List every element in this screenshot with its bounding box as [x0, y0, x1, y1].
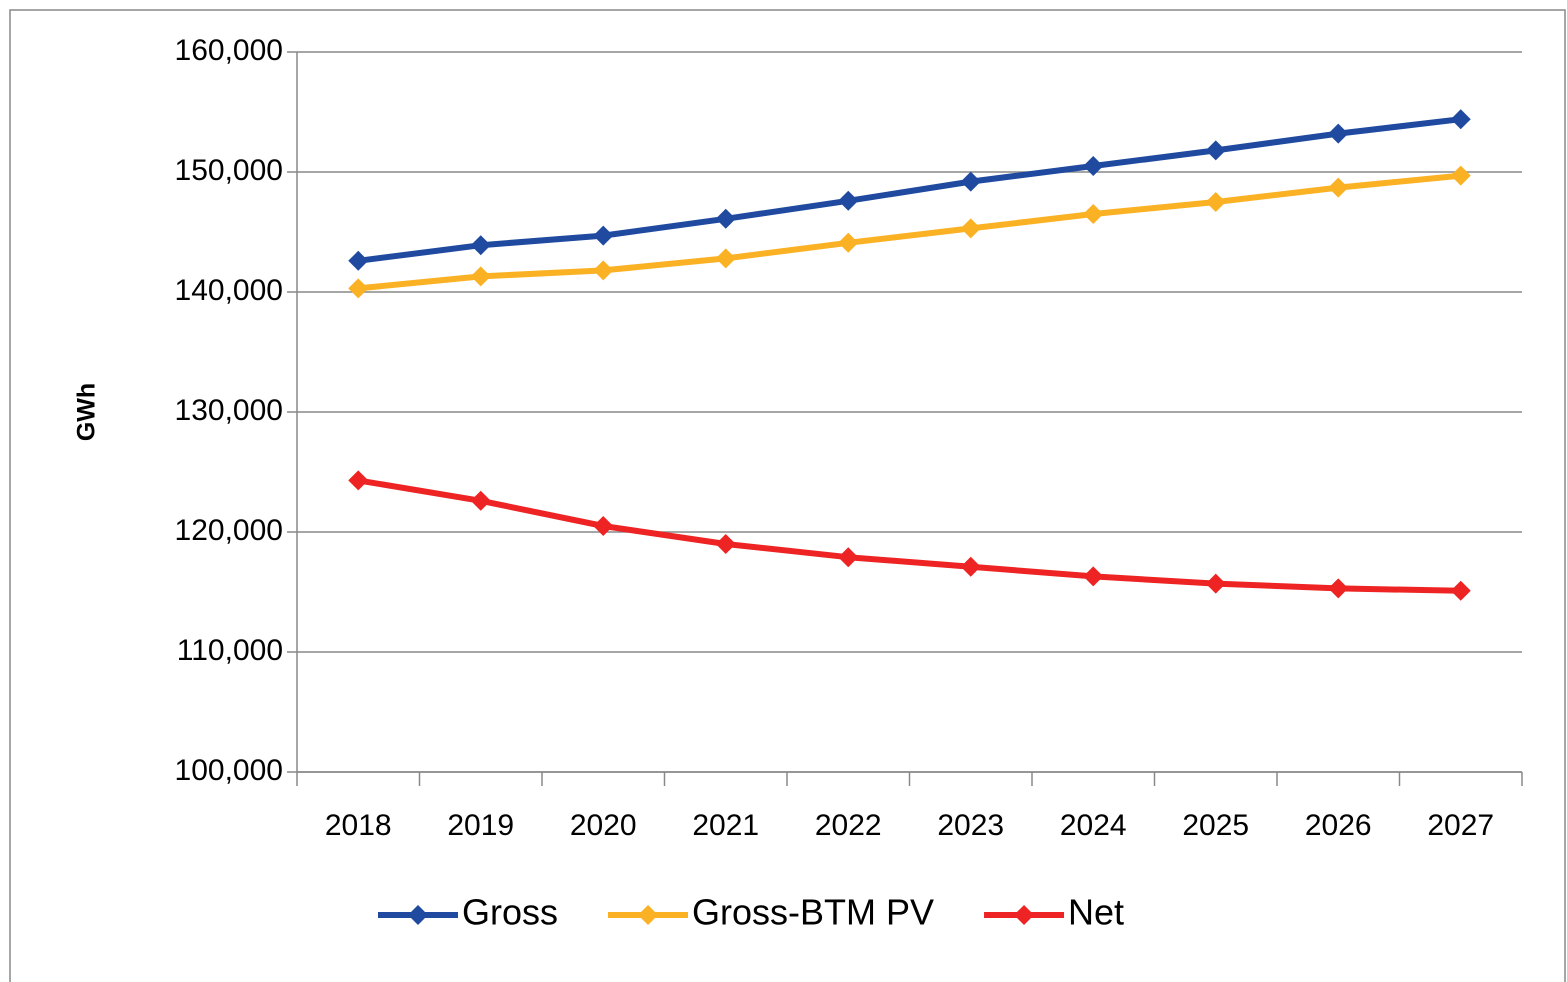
chart-border — [9, 9, 1566, 982]
y-tick-label: 120,000 — [175, 514, 283, 547]
data-point — [715, 534, 736, 554]
data-point — [838, 190, 859, 211]
data-point — [1328, 177, 1349, 198]
x-tick-label: 2025 — [1182, 809, 1249, 842]
data-point — [1450, 580, 1471, 601]
data-point — [348, 470, 369, 491]
data-point — [1450, 109, 1471, 130]
legend-marker — [638, 905, 659, 925]
series-line — [357, 477, 1461, 594]
data-point — [1083, 156, 1104, 176]
y-axis-label: GWh — [73, 383, 101, 441]
y-tick-label: 110,000 — [177, 634, 283, 667]
y-tick-label: 130,000 — [175, 394, 283, 427]
data-point — [1205, 573, 1226, 594]
series-line — [357, 116, 1462, 264]
data-point — [960, 171, 981, 192]
legend-label: Gross — [462, 892, 558, 933]
legend-label: Net — [1068, 892, 1124, 933]
data-point — [593, 516, 614, 536]
x-tick-label: 2019 — [447, 809, 514, 842]
x-tick-label: 2023 — [937, 809, 1004, 842]
data-point — [1083, 204, 1104, 224]
legend-marker — [1014, 905, 1035, 925]
data-point — [1083, 566, 1104, 587]
series-line — [357, 172, 1462, 292]
data-point — [715, 248, 736, 269]
data-point — [470, 490, 491, 511]
data-point — [348, 250, 369, 271]
x-tick-label: 2024 — [1060, 809, 1127, 842]
x-tick-label: 2026 — [1305, 809, 1372, 842]
data-point — [593, 260, 614, 281]
data-point — [1450, 165, 1471, 186]
data-point — [1205, 140, 1226, 161]
data-point — [1328, 578, 1349, 599]
y-tick-label: 100,000 — [175, 754, 283, 787]
x-tick-label: 2020 — [570, 809, 637, 842]
data-point — [715, 208, 736, 229]
x-tick-label: 2027 — [1427, 809, 1494, 842]
x-tick-label: 2018 — [325, 809, 392, 842]
y-tick-label: 150,000 — [175, 154, 283, 187]
data-point — [593, 225, 614, 246]
data-point — [838, 232, 859, 253]
legend-marker — [408, 905, 428, 925]
data-point — [960, 556, 981, 577]
data-point — [470, 266, 491, 287]
data-point — [470, 235, 491, 256]
data-point — [838, 547, 859, 568]
x-tick-label: 2022 — [815, 809, 882, 842]
data-point — [960, 218, 981, 239]
y-tick-label: 160,000 — [175, 34, 283, 67]
data-point — [1205, 192, 1226, 212]
data-point — [1328, 123, 1349, 144]
x-tick-label: 2021 — [692, 809, 759, 842]
data-point — [348, 278, 369, 299]
y-tick-label: 140,000 — [175, 274, 283, 307]
legend-label: Gross-BTM PV — [692, 892, 934, 933]
